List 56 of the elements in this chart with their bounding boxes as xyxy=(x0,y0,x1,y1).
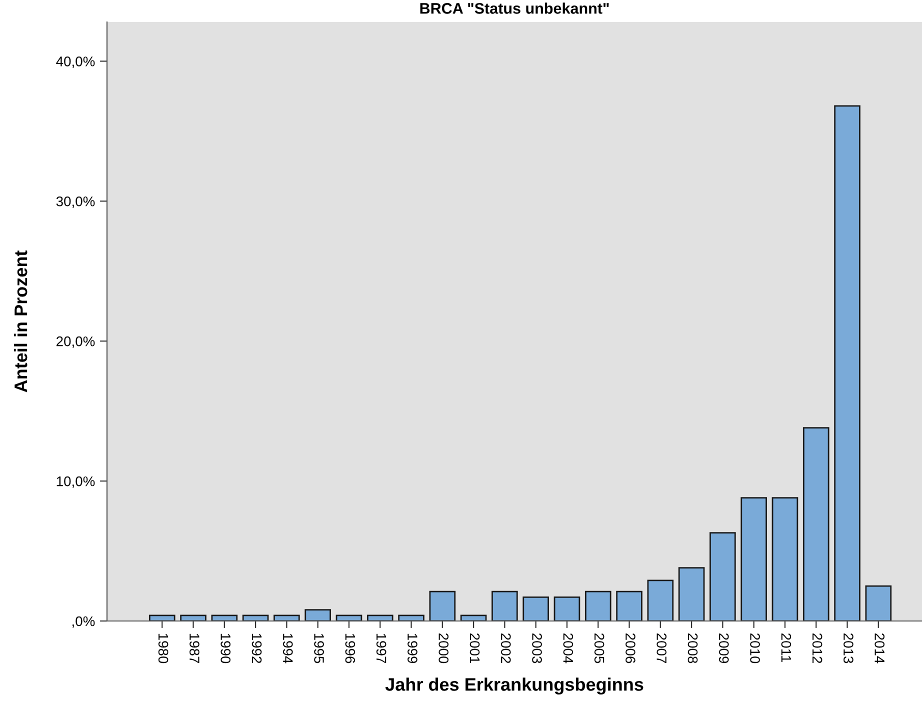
bar xyxy=(492,590,518,621)
y-tick-label: 30,0% xyxy=(56,196,95,208)
x-tick-label: 1996 xyxy=(345,634,356,664)
x-tick-label: 2005 xyxy=(594,634,604,664)
x-tick-label: 2004 xyxy=(563,634,574,664)
bar xyxy=(304,609,331,621)
bar xyxy=(522,596,549,621)
x-tick-label: 1980 xyxy=(158,634,168,664)
bar xyxy=(242,614,269,621)
x-tick-label: 1992 xyxy=(252,634,262,664)
x-tick-label: 2011 xyxy=(781,634,792,662)
bar xyxy=(366,614,394,621)
bar xyxy=(647,580,674,621)
x-tick-label: 2014 xyxy=(874,634,885,664)
bar xyxy=(616,590,642,621)
bar xyxy=(678,567,705,621)
x-axis-title: Jahr des Erkrankungsbeginns xyxy=(385,678,644,694)
y-tick-label: 40,0% xyxy=(56,56,95,68)
x-tick-label: 2013 xyxy=(844,634,854,664)
x-tick-label: 2002 xyxy=(500,634,511,664)
x-tick-label: 1997 xyxy=(376,634,386,664)
x-tick-label: 2009 xyxy=(718,634,729,664)
bar xyxy=(865,585,892,621)
x-tick-label: 2006 xyxy=(626,634,636,664)
x-tick-label: 1987 xyxy=(190,634,200,664)
bar xyxy=(398,614,424,621)
y-tick-label: 20,0% xyxy=(56,336,95,348)
bar xyxy=(274,614,300,621)
bar xyxy=(180,614,206,621)
bar xyxy=(772,497,798,621)
y-tick-label: 10,0% xyxy=(56,476,95,488)
bar xyxy=(802,427,830,621)
chart-title: BRCA "Status unbekannt" xyxy=(420,2,609,14)
bar xyxy=(740,497,767,621)
bar xyxy=(460,614,487,621)
bar xyxy=(429,590,456,621)
x-tick-label: 2012 xyxy=(812,634,822,664)
x-tick-label: 2000 xyxy=(438,634,449,664)
bar xyxy=(211,614,238,621)
x-tick-label: 2003 xyxy=(532,634,542,664)
x-tick-label: 1990 xyxy=(220,634,231,664)
bar xyxy=(584,590,612,621)
x-tick-label: 1995 xyxy=(314,634,324,664)
x-tick-label: 2010 xyxy=(750,634,760,664)
bar xyxy=(834,105,860,621)
y-tick-label: ,0% xyxy=(72,616,95,628)
bar xyxy=(710,532,736,621)
bar xyxy=(336,614,362,621)
x-tick-label: 2001 xyxy=(470,634,480,664)
y-axis-title: Anteil in Prozent xyxy=(14,250,28,392)
bar xyxy=(554,596,580,621)
x-tick-label: 2007 xyxy=(656,634,667,664)
x-tick-label: 1999 xyxy=(408,634,418,664)
bar xyxy=(148,614,176,621)
x-tick-label: 2008 xyxy=(688,634,698,664)
x-tick-label: 1994 xyxy=(282,634,293,664)
